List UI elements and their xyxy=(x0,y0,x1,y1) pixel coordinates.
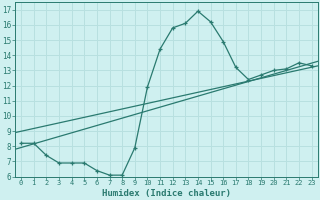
X-axis label: Humidex (Indice chaleur): Humidex (Indice chaleur) xyxy=(102,189,231,198)
